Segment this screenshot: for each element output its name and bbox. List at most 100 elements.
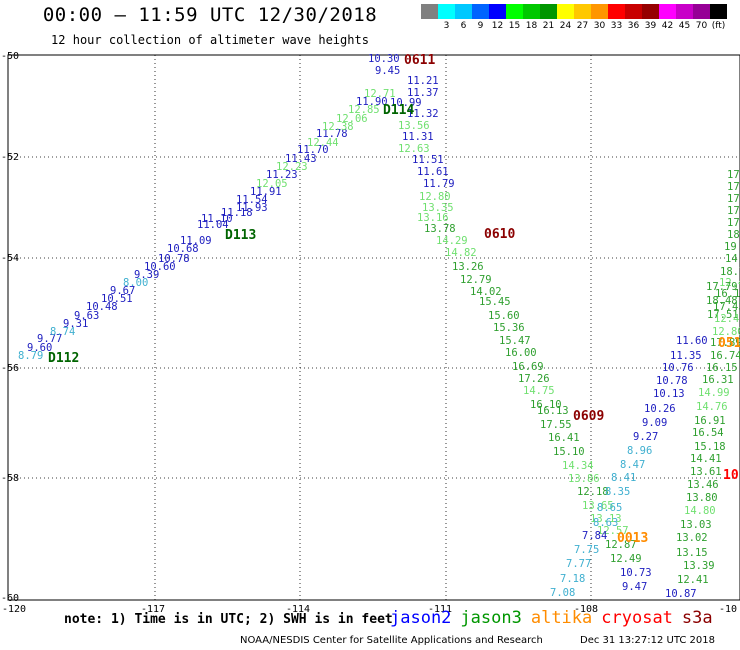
wave-height-label: 13.80 [686, 492, 718, 504]
satellite-pass-label: D112 [48, 351, 79, 366]
latitude-label: -52 [1, 152, 19, 163]
wave-height-label: 16.69 [512, 361, 544, 373]
wave-height-label: 9.39 [134, 269, 159, 281]
satellite-pass-label: 0609 [573, 409, 604, 424]
legend-label: 42 [661, 21, 674, 31]
wave-height-label: 10.76 [662, 362, 694, 374]
wave-height-label: 10.48 [86, 301, 118, 313]
legend-swatch [676, 4, 693, 19]
legend-label: 9 [477, 21, 484, 31]
satellite-name-jason3: jason3 [460, 608, 522, 628]
wave-height-label: 15.10 [553, 446, 585, 458]
legend-label: 30 [593, 21, 606, 31]
satellite-pass-label: 0013 [617, 531, 648, 546]
wave-height-label: 9.63 [74, 310, 99, 322]
legend-swatch [557, 4, 574, 19]
wave-height-label: 13.26 [452, 261, 484, 273]
wave-height-label: 11.51 [412, 154, 444, 166]
wave-height-label: 11.60 [676, 335, 708, 347]
wave-height-label: 10.30 [368, 53, 400, 65]
wave-height-label: 13.35 [422, 202, 454, 214]
wave-height-label: 17 [727, 193, 740, 205]
wave-height-label: 18 [727, 229, 740, 241]
wave-height-label: 10.73 [620, 567, 652, 579]
legend-label: 21 [542, 21, 555, 31]
wave-height-label: 15.45 [479, 296, 511, 308]
wave-height-label: 9.31 [63, 318, 88, 330]
legend-swatch [421, 4, 438, 19]
legend-label: (ft) [711, 21, 726, 31]
wave-height-label: 14.82 [445, 247, 477, 259]
satellite-pass-label: 051 [718, 336, 740, 351]
longitude-label: -111 [428, 604, 452, 615]
wave-height-label: 13.46 [687, 479, 719, 491]
wave-height-label: 13.02 [676, 532, 708, 544]
wave-height-label: 10.99 [390, 97, 422, 109]
footer-timestamp: Dec 31 13:27:12 UTC 2018 [580, 635, 715, 646]
wave-height-label: 14.75 [523, 385, 555, 397]
wave-height-label: 13.78 [424, 223, 456, 235]
legend-swatch [710, 4, 727, 19]
wave-height-label: 17 [727, 181, 740, 193]
legend-swatch [455, 4, 472, 19]
wave-height-label: 13.16 [417, 212, 449, 224]
legend-swatch [642, 4, 659, 19]
wave-height-label: 8.74 [50, 326, 75, 338]
legend-label: 33 [610, 21, 623, 31]
wave-height-label: 12.44 [719, 277, 740, 289]
wave-height-label: 9.09 [642, 417, 667, 429]
legend-label: 6 [460, 21, 467, 31]
pass-labels: 0611 D114 0610 D113 D112 0609 0013 10 051 [48, 53, 740, 546]
longitude-label: -120 [2, 604, 26, 615]
wave-height-label: 14.29 [436, 235, 468, 247]
latitude-label: -50 [1, 51, 19, 62]
wave-height-label: 10.60 [144, 261, 176, 273]
legend-label: 27 [576, 21, 589, 31]
wave-height-label: 12.49 [610, 553, 642, 565]
wave-height-label: 11.90 [356, 96, 388, 108]
wave-height-label: 17.55 [540, 419, 572, 431]
wave-height-label: 12.85 [348, 104, 380, 116]
wave-height-label: 8.96 [627, 445, 652, 457]
wave-height-label: 13.03 [680, 519, 712, 531]
wave-height-label: 12.87 [605, 539, 637, 551]
wave-height-label: 13.61 [690, 466, 722, 478]
wave-height-label: 14.99 [698, 387, 730, 399]
legend-label: 12 [491, 21, 504, 31]
wave-height-label: 11.78 [316, 128, 348, 140]
wave-height-label: 17.79 [706, 281, 738, 293]
wave-height-label: 12.80 [712, 326, 740, 338]
satellite-pass-label: D113 [225, 228, 256, 243]
wave-height-label: 13.15 [676, 547, 708, 559]
wave-height-label: 11.43 [285, 153, 317, 165]
satellite-pass-label: D114 [383, 103, 414, 118]
wave-height-label: 16.15 [706, 362, 738, 374]
wave-height-label: 19 [724, 241, 737, 253]
wave-height-label: 12.41 [677, 574, 709, 586]
satellite-pass-label: 10 [723, 468, 739, 483]
footer-note: note: 1) Time is in UTC; 2) SWH is in fe… [64, 612, 393, 627]
legend-label: 18 [525, 21, 538, 31]
wave-height-label: 10.87 [665, 588, 697, 600]
axis-labels: -120 -117 -114 -111 -108 -10 -50 -52 -54 -56 -58 -6… [1, 51, 737, 615]
wave-height-label: 12.38 [322, 121, 354, 133]
legend-label: 15 [508, 21, 521, 31]
wave-height-label: 18.7 [720, 266, 740, 278]
observations: 8.799.609.778.749.319.6310.4810.519.678.… [18, 53, 740, 600]
satellite-name-cryosat: cryosat [601, 608, 673, 628]
wave-height-label: 13.65 [582, 500, 614, 512]
legend-label: 45 [678, 21, 691, 31]
wave-height-label: 11.23 [266, 169, 298, 181]
wave-height-label: 17.51 [707, 309, 739, 321]
wave-height-label: 8.65 [597, 502, 622, 514]
wave-height-label: 17 [727, 205, 740, 217]
wave-height-label: 17.89 [710, 337, 740, 349]
wave-height-label: 14.34 [562, 460, 594, 472]
wave-height-label: 9.60 [27, 342, 52, 354]
wave-height-label: 12.57 [597, 525, 629, 537]
wave-height-label: 11.21 [407, 75, 439, 87]
wave-height-label: 11.79 [423, 178, 455, 190]
wave-height-label: 15.36 [493, 322, 525, 334]
wave-height-label: 13.86 [568, 473, 600, 485]
legend-swatch [472, 4, 489, 19]
